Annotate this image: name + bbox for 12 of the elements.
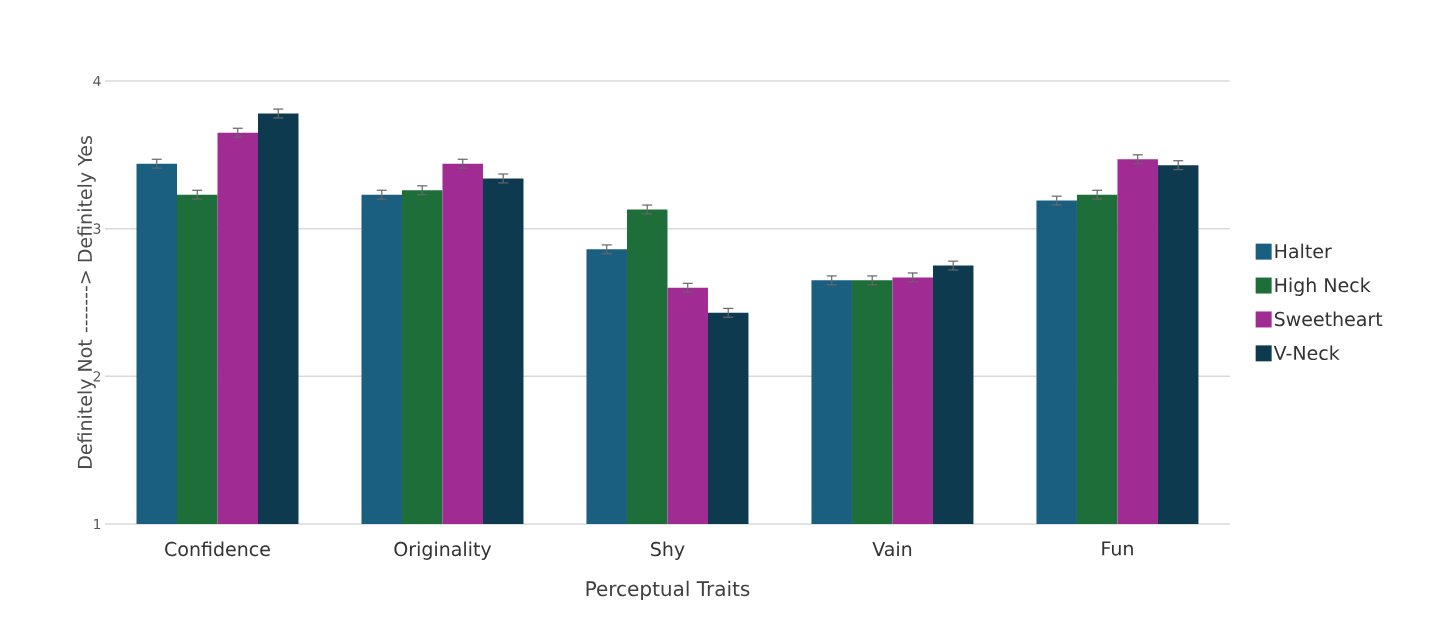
x-axis-title: Perceptual Traits <box>586 580 750 601</box>
x-tick-label: Fun <box>1102 541 1133 556</box>
legend-label: Halter <box>1275 243 1332 259</box>
x-tick-label: Confidence <box>165 541 270 557</box>
legend-label: V-Neck <box>1273 345 1340 361</box>
x-tick-label: Shy <box>651 541 685 560</box>
y-tick-label: 4 <box>93 75 101 87</box>
legend-label: High Neck <box>1275 277 1371 296</box>
x-tick-label: Vain <box>872 541 912 557</box>
legend-label: Sweetheart <box>1274 311 1383 327</box>
y-tick-label: 1 <box>94 518 101 530</box>
x-tick-label: Originality <box>394 541 492 560</box>
